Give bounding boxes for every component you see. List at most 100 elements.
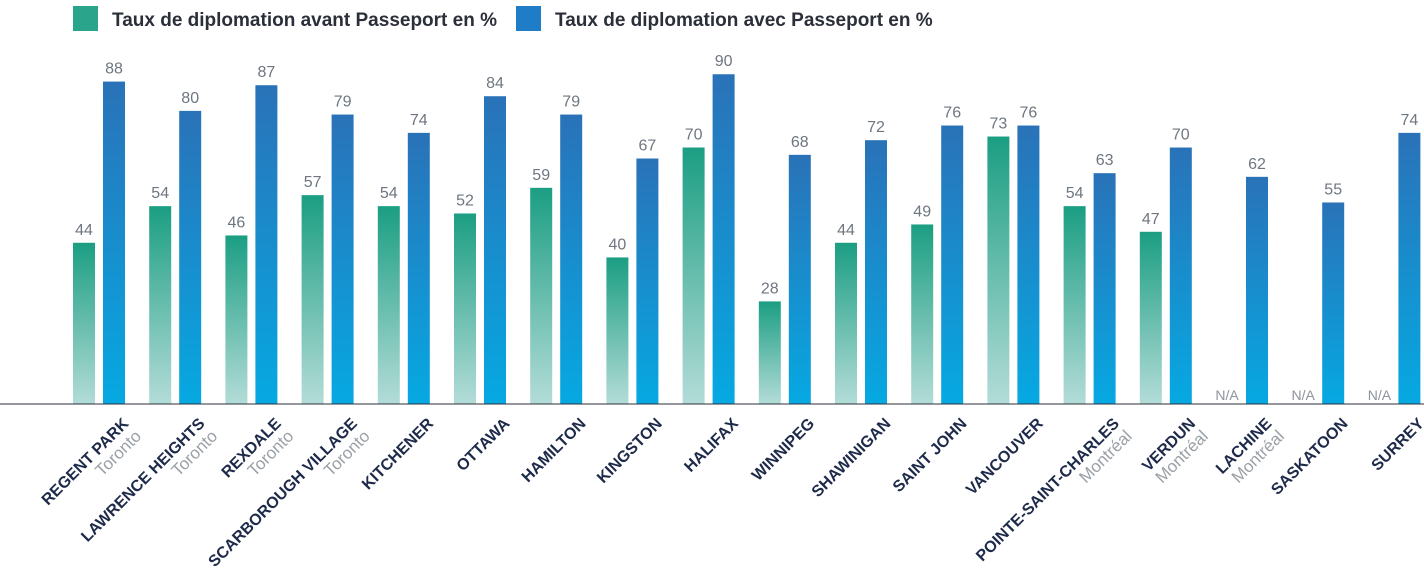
category-label: SHAWINIGAN	[809, 415, 895, 501]
category-label-group: SASKATOON	[1268, 415, 1351, 498]
data-label-after: 63	[1096, 152, 1114, 169]
bar-after	[179, 110, 202, 404]
bar-before	[1063, 206, 1086, 404]
bar-after	[1246, 176, 1268, 404]
bar-after	[255, 85, 278, 405]
data-label-before: 54	[1066, 185, 1084, 202]
bar-after	[941, 125, 964, 404]
data-label-after: 70	[1172, 127, 1190, 144]
data-label-after: 80	[181, 90, 199, 107]
data-label-before: 73	[990, 116, 1008, 133]
data-label-before: 40	[609, 236, 627, 253]
data-label-after: 84	[486, 75, 504, 92]
category-label: KINGSTON	[594, 415, 666, 487]
data-label-before: 54	[380, 185, 398, 202]
data-label-after: 88	[105, 61, 123, 78]
legend-swatch-after	[516, 6, 541, 31]
bar-before	[911, 224, 934, 404]
category-label: LAWRENCE HEIGHTS	[78, 415, 208, 545]
bar-after	[1093, 173, 1116, 404]
legend-label-after: Taux de diplomation avec Passeport en %	[555, 10, 933, 31]
category-label-group: SHAWINIGAN	[809, 415, 895, 501]
data-label-before: 44	[75, 222, 93, 239]
bar-before	[149, 206, 172, 404]
bar-after	[636, 158, 659, 404]
bar-before	[301, 195, 324, 404]
bar-before	[454, 213, 476, 404]
category-label-group: SURREY	[1369, 415, 1424, 474]
data-label-before: 44	[837, 222, 855, 239]
data-label-before: 70	[685, 127, 703, 144]
bar-after	[788, 154, 811, 404]
bar-after	[103, 81, 125, 405]
category-label: POINTE-SAINT-CHARLES	[973, 415, 1123, 565]
bar-after	[407, 132, 430, 404]
category-label: WINNIPEG	[749, 415, 818, 484]
category-label-group: VANCOUVER	[963, 415, 1047, 499]
data-label-after: 68	[791, 134, 809, 151]
data-label-before: 46	[228, 214, 246, 231]
bar-before	[758, 301, 781, 404]
data-label-after: 76	[943, 105, 961, 122]
category-label: HALIFAX	[681, 415, 742, 476]
na-label: N/A	[1215, 387, 1239, 403]
data-label-after: 72	[867, 119, 885, 136]
data-label-after: 62	[1248, 156, 1266, 173]
data-label-after: 79	[334, 94, 352, 111]
legend: Taux de diplomation avant Passeport en %…	[73, 6, 933, 31]
na-label: N/A	[1292, 387, 1316, 403]
data-label-after: 76	[1020, 105, 1038, 122]
bar-before	[530, 187, 553, 404]
plot-area: 44 88 54 80 46 87 57 79 54 74 52 84 59 79 40 67 70 90 28 68…	[73, 53, 1421, 405]
data-label-after: 74	[410, 112, 428, 129]
bar-before	[835, 242, 857, 404]
data-label-before: 52	[456, 192, 474, 209]
bar-before	[987, 136, 1010, 404]
category-label: VANCOUVER	[963, 415, 1047, 499]
category-label: KITCHENER	[359, 415, 437, 493]
legend-label-before: Taux de diplomation avant Passeport en %	[112, 10, 497, 31]
bar-before	[606, 257, 629, 404]
bar-before	[682, 147, 705, 404]
data-label-after: 87	[258, 64, 276, 81]
bar-after	[560, 114, 583, 404]
category-label-group: OTTAWA	[454, 415, 514, 475]
category-label: SURREY	[1369, 415, 1424, 474]
bar-before	[73, 242, 95, 404]
category-label: SASKATOON	[1268, 415, 1351, 498]
category-label: OTTAWA	[454, 415, 514, 475]
data-label-before: 49	[913, 203, 931, 220]
data-label-before: 54	[151, 185, 169, 202]
bar-after	[484, 96, 506, 404]
data-label-before: 57	[304, 174, 322, 191]
bar-after	[712, 74, 735, 405]
category-label: SAINT JOHN	[890, 415, 971, 496]
data-label-after: 79	[562, 94, 580, 111]
data-label-before: 28	[761, 280, 779, 297]
bar-before	[1139, 231, 1162, 404]
category-label: HAMILTON	[519, 415, 590, 486]
bar-after	[1322, 202, 1345, 404]
data-label-after: 90	[715, 53, 733, 70]
bar-before	[225, 235, 248, 404]
category-label-group: WINNIPEG	[749, 415, 818, 484]
data-label-after: 55	[1324, 181, 1342, 198]
bar-after	[1017, 125, 1040, 404]
bar-after	[865, 140, 887, 404]
legend-swatch-before	[73, 6, 98, 31]
category-label-group: KINGSTON	[594, 415, 666, 487]
data-label-after: 74	[1401, 112, 1419, 129]
data-label-before: 59	[532, 167, 550, 184]
category-label-group: HALIFAX	[681, 415, 742, 476]
bar-before	[377, 206, 400, 404]
category-label-group: HAMILTON	[519, 415, 590, 486]
data-label-after: 67	[639, 138, 657, 155]
bar-after	[331, 114, 354, 404]
na-label: N/A	[1368, 387, 1392, 403]
bar-after	[1169, 147, 1192, 404]
bar-after	[1398, 132, 1421, 404]
